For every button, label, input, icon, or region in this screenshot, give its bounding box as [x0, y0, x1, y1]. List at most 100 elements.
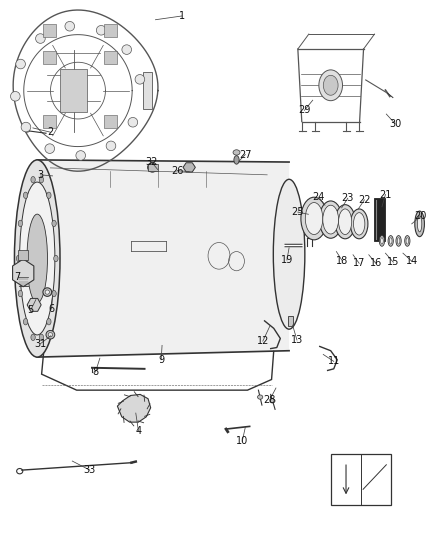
- Text: 3: 3: [37, 170, 43, 180]
- FancyBboxPatch shape: [104, 51, 117, 64]
- Ellipse shape: [319, 70, 343, 101]
- Ellipse shape: [335, 205, 355, 239]
- Ellipse shape: [273, 179, 305, 329]
- Ellipse shape: [23, 192, 28, 198]
- Ellipse shape: [323, 205, 339, 234]
- Text: 27: 27: [239, 150, 251, 159]
- Text: 15: 15: [387, 257, 399, 267]
- Text: 1: 1: [179, 11, 185, 21]
- Ellipse shape: [14, 160, 60, 357]
- Ellipse shape: [20, 182, 55, 335]
- Ellipse shape: [389, 238, 392, 244]
- Text: 6: 6: [49, 304, 55, 314]
- Text: 5: 5: [28, 305, 34, 315]
- Ellipse shape: [234, 156, 239, 164]
- FancyBboxPatch shape: [331, 454, 391, 505]
- FancyBboxPatch shape: [43, 24, 56, 37]
- Ellipse shape: [76, 151, 85, 160]
- Text: 26: 26: [171, 166, 183, 175]
- Ellipse shape: [45, 144, 55, 154]
- FancyBboxPatch shape: [288, 316, 293, 326]
- Ellipse shape: [270, 399, 275, 403]
- Text: 30: 30: [389, 119, 401, 128]
- Ellipse shape: [258, 395, 263, 399]
- Text: 29: 29: [298, 106, 311, 115]
- Text: 13: 13: [291, 335, 303, 345]
- Ellipse shape: [323, 75, 338, 95]
- Text: 21: 21: [379, 190, 392, 199]
- Ellipse shape: [417, 216, 422, 232]
- Ellipse shape: [339, 209, 352, 235]
- Ellipse shape: [305, 203, 323, 235]
- Text: 31: 31: [34, 339, 46, 349]
- Text: 11: 11: [328, 357, 340, 366]
- Text: 32: 32: [145, 157, 158, 167]
- Ellipse shape: [353, 213, 365, 235]
- Ellipse shape: [52, 290, 56, 297]
- Ellipse shape: [54, 255, 58, 262]
- Ellipse shape: [47, 319, 51, 325]
- Ellipse shape: [65, 21, 74, 31]
- Text: 7: 7: [14, 272, 21, 282]
- Ellipse shape: [233, 150, 240, 155]
- Ellipse shape: [18, 220, 23, 227]
- Text: 19: 19: [281, 255, 293, 265]
- Ellipse shape: [21, 122, 31, 132]
- Ellipse shape: [52, 220, 56, 227]
- Text: 25: 25: [292, 207, 304, 217]
- Ellipse shape: [45, 290, 49, 294]
- Ellipse shape: [415, 211, 424, 237]
- Ellipse shape: [47, 192, 51, 198]
- Ellipse shape: [122, 45, 131, 54]
- Text: 12: 12: [257, 336, 269, 346]
- Ellipse shape: [319, 201, 342, 238]
- Polygon shape: [143, 72, 152, 109]
- Ellipse shape: [148, 163, 157, 172]
- Ellipse shape: [35, 34, 45, 43]
- Ellipse shape: [18, 290, 23, 297]
- Ellipse shape: [27, 214, 47, 303]
- Ellipse shape: [16, 59, 25, 69]
- Ellipse shape: [301, 197, 327, 240]
- Text: 4: 4: [135, 426, 141, 435]
- Ellipse shape: [406, 238, 409, 244]
- Text: 33: 33: [84, 465, 96, 475]
- Ellipse shape: [48, 333, 53, 337]
- Text: 14: 14: [406, 256, 418, 266]
- Ellipse shape: [379, 236, 385, 246]
- Text: 17: 17: [353, 259, 365, 268]
- FancyBboxPatch shape: [43, 51, 56, 64]
- FancyBboxPatch shape: [43, 115, 56, 128]
- Ellipse shape: [39, 176, 43, 183]
- FancyBboxPatch shape: [374, 198, 385, 241]
- FancyBboxPatch shape: [104, 24, 117, 37]
- Ellipse shape: [405, 236, 410, 246]
- Ellipse shape: [388, 236, 393, 246]
- Text: 23: 23: [342, 193, 354, 203]
- Ellipse shape: [381, 238, 383, 244]
- Ellipse shape: [96, 26, 106, 35]
- Ellipse shape: [43, 288, 52, 296]
- Polygon shape: [27, 298, 41, 311]
- FancyBboxPatch shape: [18, 250, 28, 260]
- Ellipse shape: [31, 334, 35, 341]
- FancyBboxPatch shape: [60, 69, 87, 112]
- Ellipse shape: [31, 176, 35, 183]
- Ellipse shape: [39, 334, 43, 341]
- Polygon shape: [117, 394, 151, 422]
- Text: 2: 2: [47, 127, 53, 137]
- Ellipse shape: [396, 236, 401, 246]
- Text: 9: 9: [158, 355, 164, 365]
- Ellipse shape: [397, 238, 400, 244]
- FancyBboxPatch shape: [104, 115, 117, 128]
- Ellipse shape: [23, 319, 28, 325]
- Polygon shape: [13, 259, 34, 287]
- Text: 10: 10: [236, 437, 248, 446]
- Ellipse shape: [128, 117, 138, 127]
- Ellipse shape: [106, 141, 116, 151]
- Text: 8: 8: [92, 367, 99, 377]
- Text: 20: 20: [414, 212, 427, 221]
- Text: 16: 16: [370, 259, 382, 268]
- Text: 18: 18: [336, 256, 349, 266]
- Polygon shape: [37, 160, 289, 357]
